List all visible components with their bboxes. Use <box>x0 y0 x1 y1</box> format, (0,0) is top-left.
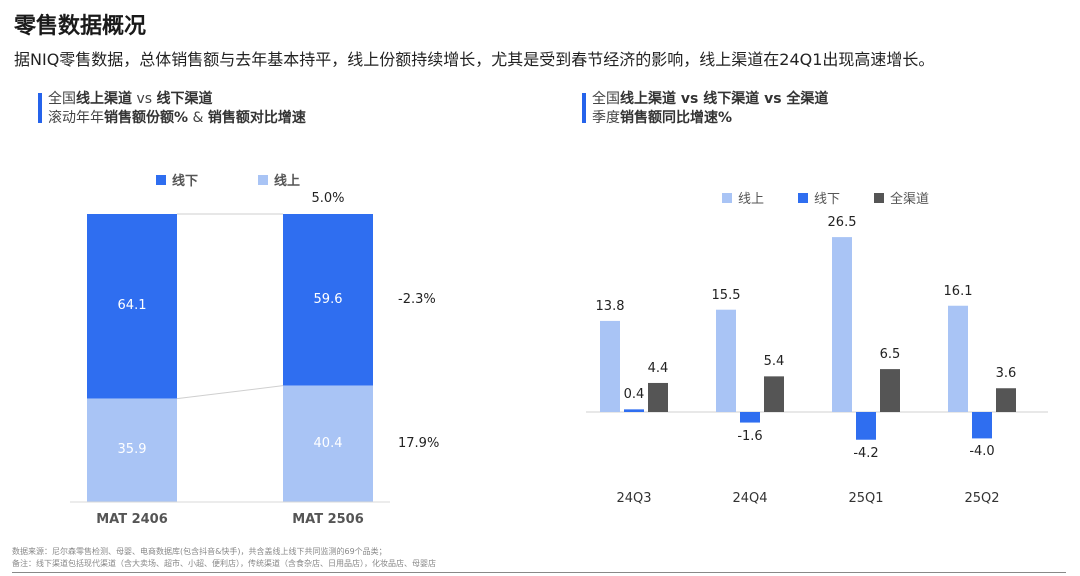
online-growth-label: 13.8 <box>595 298 625 314</box>
online-growth-bar <box>832 237 852 412</box>
legend-item-offline: 线下 <box>798 188 840 207</box>
offline-growth-label: -1.6 <box>737 428 763 444</box>
offline-growth-bar <box>972 412 992 439</box>
all-channel-growth-label: 6.5 <box>879 347 901 363</box>
all-channel-growth-label: 4.4 <box>647 360 669 376</box>
offline-growth-label: -4.0 <box>969 444 995 460</box>
online-share-label: 40.4 <box>313 435 343 451</box>
total-growth-label: 5.0% <box>311 191 345 206</box>
right-head-line1: 全国线上渠道 vs 线下渠道 vs 全渠道 <box>592 91 829 107</box>
right-panel-header: 全国线上渠道 vs 线下渠道 vs 全渠道 季度销售额同比增速% <box>582 90 829 128</box>
footnote-remark: 备注：线下渠道包括现代渠道（含大卖场、超市、小超、便利店），传统渠道（含食杂店、… <box>12 559 436 568</box>
offline-growth-bar <box>624 409 644 412</box>
offline-share-label: 64.1 <box>117 298 147 314</box>
online-growth-label: 16.1 <box>943 283 973 299</box>
all-channel-growth-bar <box>996 388 1016 412</box>
online-growth-bar <box>948 305 968 412</box>
online-growth-label: 15.5 <box>711 287 741 303</box>
x-axis-label: MAT 2406 <box>96 512 168 527</box>
offline-share-bar <box>283 214 373 386</box>
legend-item-online: 线上 <box>258 170 300 189</box>
legend-swatch <box>798 192 808 203</box>
all-channel-growth-bar <box>764 376 784 412</box>
footer-divider <box>12 572 1066 573</box>
offline-growth-bar <box>740 412 760 423</box>
online-growth-label: 17.9% <box>398 435 440 451</box>
left-head-line2: 滚动年年销售额份额% & 销售额对比增速 <box>48 110 306 126</box>
legend-swatch <box>258 174 268 185</box>
all-channel-growth-bar <box>880 369 900 412</box>
x-axis-label: 24Q3 <box>616 491 652 506</box>
online-growth-bar <box>716 309 736 412</box>
online-growth-label: 26.5 <box>827 215 857 231</box>
page-subtitle: 据NIQ零售数据，总体销售额与去年基本持平，线上份额持续增长，尤其是受到春节经济… <box>14 50 935 69</box>
offline-share-label: 59.6 <box>313 291 343 307</box>
offline-growth-label: -4.2 <box>853 445 879 461</box>
offline-growth-label: 0.4 <box>623 387 645 403</box>
online-share-bar <box>283 385 373 502</box>
offline-growth-label: -2.3% <box>398 291 436 307</box>
online-share-label: 35.9 <box>117 442 147 458</box>
left-head-line1: 全国线上渠道 vs 线下渠道 <box>48 91 213 107</box>
accent-bar <box>582 93 586 123</box>
accent-bar <box>38 93 42 123</box>
right-head-line2: 季度销售额同比增速% <box>592 110 733 126</box>
footnote-source: 数据来源：尼尔森零售检测、母婴、电商数据库(包含抖音&快手)，共含盖线上线下共同… <box>12 547 387 556</box>
all-channel-growth-bar <box>648 382 668 412</box>
legend-item-offline: 线下 <box>156 170 198 189</box>
x-axis-label: 25Q2 <box>964 491 1000 506</box>
legend-swatch <box>156 174 166 185</box>
legend-item-online: 线上 <box>722 188 764 207</box>
page-title: 零售数据概况 <box>14 14 147 39</box>
x-axis-label: MAT 2506 <box>292 512 364 527</box>
online-share-bar <box>87 398 177 502</box>
legend-item-all-channel: 全渠道 <box>874 188 929 207</box>
legend-swatch <box>722 192 732 203</box>
online-growth-bar <box>600 320 620 412</box>
left-panel-header: 全国线上渠道 vs 线下渠道 滚动年年销售额份额% & 销售额对比增速 <box>38 90 306 128</box>
all-channel-growth-label: 5.4 <box>763 354 785 370</box>
offline-growth-bar <box>856 412 876 440</box>
x-axis-label: 24Q4 <box>732 491 768 506</box>
all-channel-growth-label: 3.6 <box>995 366 1017 382</box>
x-axis-label: 25Q1 <box>848 491 884 506</box>
offline-share-bar <box>87 214 177 399</box>
connector-line <box>176 385 284 400</box>
legend-swatch <box>874 192 884 203</box>
